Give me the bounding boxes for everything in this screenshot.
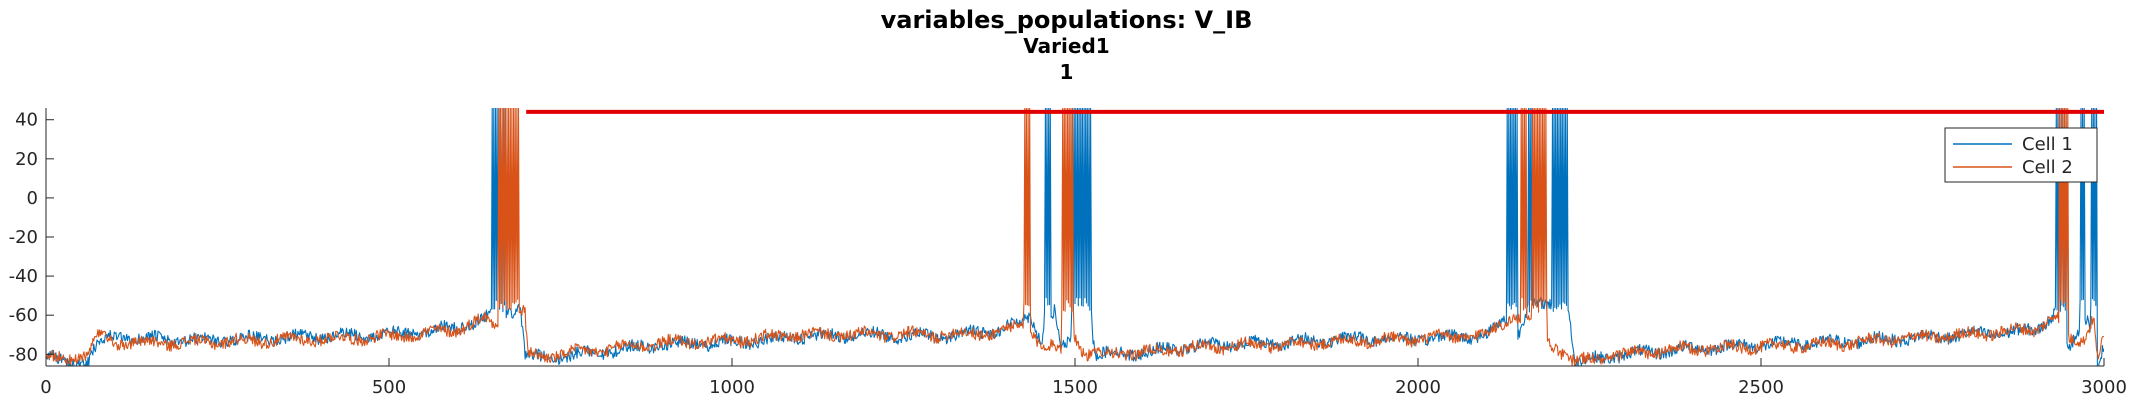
x-tick-label: 2000: [1395, 377, 1441, 398]
y-tick-label: -60: [9, 305, 38, 326]
y-tick-label: 0: [27, 188, 38, 209]
y-axis-ticks: -80 -60 -40 -20 0 20 40: [9, 110, 54, 365]
x-tick-label: 2500: [1738, 377, 1784, 398]
series-layer: [46, 108, 2104, 366]
y-tick-label: -20: [9, 227, 38, 248]
chart-subtitle-2: 1: [1059, 60, 1074, 84]
chart-title: variables_populations: V_IB: [880, 6, 1253, 34]
x-tick-label: 3000: [2081, 377, 2127, 398]
series-line-cell-1: [46, 108, 2104, 366]
x-tick-label: 1500: [1052, 377, 1098, 398]
y-tick-label: -40: [9, 266, 38, 287]
legend-label-cell-1: Cell 1: [2022, 134, 2073, 155]
y-tick-label: 20: [15, 149, 38, 170]
y-tick-label: -80: [9, 344, 38, 365]
x-tick-label: 500: [372, 377, 406, 398]
legend-label-cell-2: Cell 2: [2022, 157, 2073, 178]
legend: Cell 1 Cell 2: [1944, 127, 2098, 183]
x-tick-label: 0: [40, 377, 51, 398]
y-tick-label: 40: [15, 110, 38, 131]
legend-box: [1944, 127, 2098, 183]
series-line-cell-2: [46, 108, 2104, 366]
x-tick-label: 1000: [709, 377, 755, 398]
chart-subtitle-1: Varied1: [1023, 34, 1110, 58]
x-axis-ticks: 0 500 1000 1500 2000 2500 3000: [40, 358, 2127, 398]
